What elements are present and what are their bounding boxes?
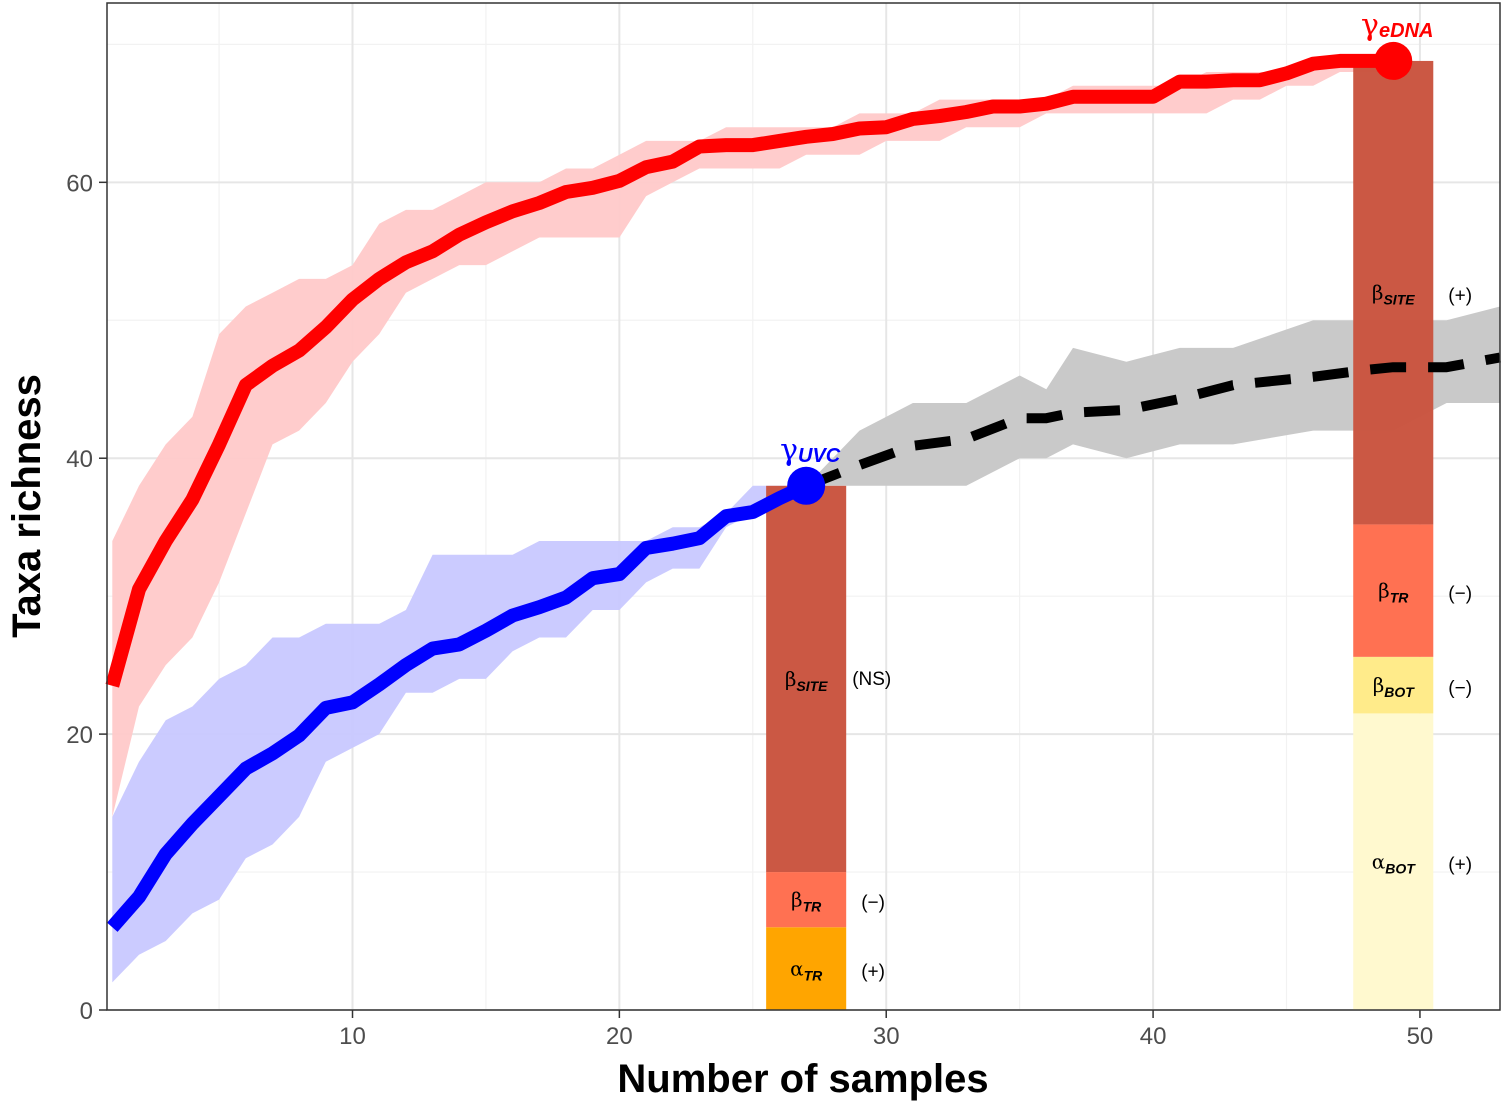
- panel-border: [106, 2, 1501, 1011]
- x-tick-label: 10: [339, 1023, 366, 1050]
- gamma-edna-point: [1374, 41, 1413, 80]
- edna-partition-beta-site-segment: [1353, 60, 1434, 525]
- edna-partition-alpha-bot-significance: (+): [1448, 855, 1472, 876]
- edna-partition-alpha-bot-segment: [1353, 713, 1434, 1010]
- x-tick-label: 40: [1140, 1023, 1167, 1050]
- uvc-partition-beta-site-significance: (NS): [852, 669, 891, 690]
- edna-partition-beta-site-significance: (+): [1448, 286, 1472, 307]
- edna-partition-beta-bot-label: βBOT: [1373, 673, 1416, 700]
- extrapolation-confidence-band: [806, 306, 1500, 486]
- uvc-partition-beta-site-label: βSITE: [785, 667, 828, 694]
- y-tick-label: 40: [66, 446, 93, 473]
- x-tick-label: 20: [606, 1023, 633, 1050]
- y-tick-label: 0: [80, 998, 93, 1025]
- uvc-partition-beta-tr-segment: [766, 872, 847, 928]
- partition-bars: [766, 60, 1434, 1010]
- partition-labels: αTR (+) βTR (−) βSITE (NS) αBOT (+) βBOT (−) βTR (−…: [785, 281, 1472, 984]
- x-tick-label: 50: [1407, 1023, 1434, 1050]
- uvc-partition-beta-tr-significance: (−): [861, 893, 885, 914]
- y-tick-label: 60: [66, 170, 93, 197]
- x-axis-title: Number of samples: [617, 1057, 988, 1101]
- edna-partition-beta-site-label: βSITE: [1372, 281, 1415, 308]
- uvc-partition-beta-site-segment: [766, 485, 847, 873]
- gamma-points: [787, 41, 1413, 505]
- edna-partition-beta-bot-segment: [1353, 656, 1434, 714]
- y-axis-title: Taxa richness: [5, 374, 49, 638]
- edna-partition-beta-tr-significance: (−): [1448, 584, 1472, 605]
- gamma-labels: γeDNA γUVC: [780, 8, 1433, 468]
- richness-lines: [105, 53, 1501, 932]
- uvc-richness-line: [107, 479, 810, 932]
- uvc-partition-alpha-tr-segment: [766, 927, 847, 1010]
- uvc-partition-alpha-tr-label: αTR: [790, 957, 823, 984]
- y-tick-label: 20: [66, 722, 93, 749]
- axes: 10 20 30 40 50 0 20 40 60: [66, 170, 1433, 1050]
- gamma-uvc-label: γUVC: [780, 433, 841, 468]
- edna-richness-line: [105, 53, 1394, 688]
- x-tick-label: 30: [873, 1023, 900, 1050]
- edna-partition-alpha-bot-label: αBOT: [1372, 850, 1417, 877]
- uvc-extrapolation-line: [804, 352, 1501, 491]
- uvc-partition-beta-tr-label: βTR: [791, 888, 822, 915]
- gamma-uvc-point: [787, 466, 826, 505]
- edna-partition-beta-tr-segment: [1353, 524, 1434, 657]
- uvc-confidence-band: [112, 485, 807, 983]
- uvc-partition-alpha-tr-significance: (+): [861, 962, 885, 983]
- edna-partition-beta-tr-label: βTR: [1378, 579, 1409, 606]
- edna-partition-beta-bot-significance: (−): [1448, 678, 1472, 699]
- gamma-edna-label: γeDNA: [1361, 8, 1433, 43]
